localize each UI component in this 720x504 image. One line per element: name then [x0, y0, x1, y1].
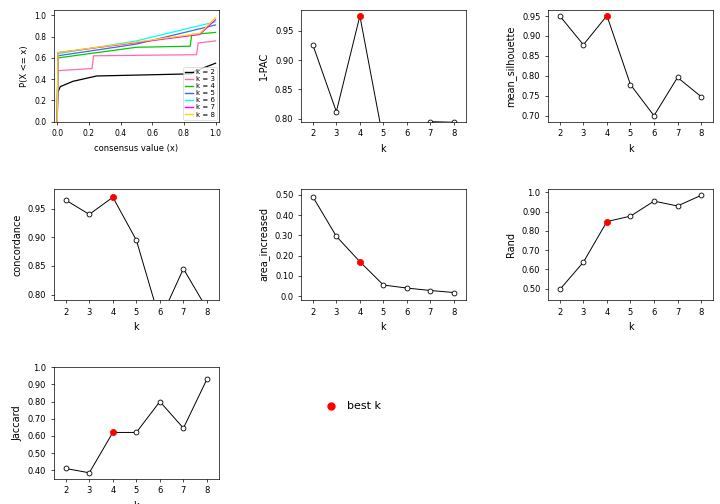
X-axis label: k: k [133, 323, 139, 333]
Text: best k: best k [347, 401, 381, 411]
X-axis label: k: k [381, 323, 386, 333]
Y-axis label: concordance: concordance [12, 213, 22, 276]
Y-axis label: P(X <= x): P(X <= x) [19, 45, 29, 87]
X-axis label: k: k [133, 501, 139, 504]
Legend: k = 2, k = 3, k = 4, k = 5, k = 6, k = 7, k = 8: k = 2, k = 3, k = 4, k = 5, k = 6, k = 7… [183, 67, 217, 119]
Y-axis label: Jaccard: Jaccard [12, 405, 22, 441]
Y-axis label: mean_silhouette: mean_silhouette [505, 25, 516, 106]
Y-axis label: 1-PAC: 1-PAC [259, 52, 269, 80]
X-axis label: k: k [381, 144, 386, 154]
X-axis label: consensus value (x): consensus value (x) [94, 144, 179, 153]
Y-axis label: area_increased: area_increased [258, 208, 269, 281]
X-axis label: k: k [628, 323, 634, 333]
X-axis label: k: k [628, 144, 634, 154]
Y-axis label: Rand: Rand [506, 232, 516, 257]
